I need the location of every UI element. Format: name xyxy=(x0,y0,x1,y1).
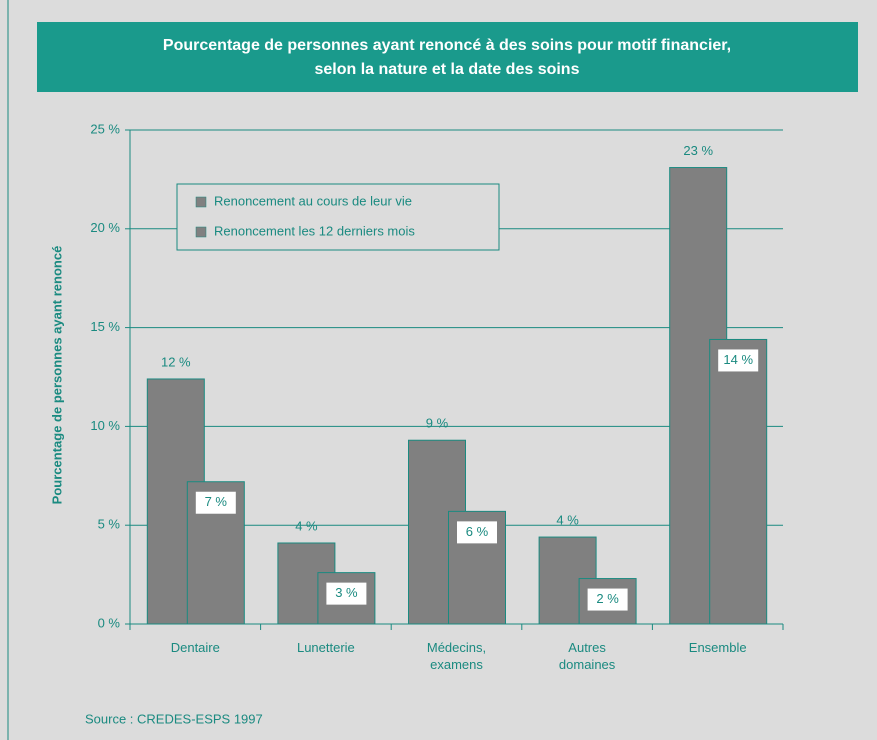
value-label-box xyxy=(718,349,759,372)
value-label-box xyxy=(457,521,497,544)
legend-label: Renoncement les 12 derniers mois xyxy=(214,223,415,238)
value-label: 14 % xyxy=(723,352,753,367)
bar xyxy=(709,338,768,625)
legend-box xyxy=(176,183,500,251)
y-tick-label: 5 % xyxy=(98,517,121,532)
y-tick-label: 0 % xyxy=(98,615,121,630)
value-label-box xyxy=(195,491,236,514)
x-tick-label: Médecins, examens xyxy=(426,640,487,672)
x-tick-label: Lunetterie xyxy=(296,640,355,655)
chart-title: Pourcentage de personnes ayant renoncé à… xyxy=(163,37,731,54)
value-label: 3 % xyxy=(335,585,358,600)
y-tick-label: 10 % xyxy=(90,418,120,433)
chart-title: selon la nature et la date des soins xyxy=(315,61,580,78)
x-tick-label: Autres domaines xyxy=(558,640,616,672)
legend-label: Renoncement au cours de leur vie xyxy=(214,193,412,208)
value-label: 9 % xyxy=(426,416,449,431)
y-axis-label: Pourcentage de personnes ayant renoncé xyxy=(49,246,64,505)
value-label: 23 % xyxy=(683,143,713,158)
y-tick-label: 25 % xyxy=(90,121,120,136)
value-label: 7 % xyxy=(205,494,228,509)
legend-swatch xyxy=(195,226,207,238)
x-tick-label: Dentaire xyxy=(170,640,220,655)
y-tick-label: 20 % xyxy=(90,220,120,235)
y-tick-label: 15 % xyxy=(90,319,120,334)
value-label: 6 % xyxy=(466,524,489,539)
value-label: 12 % xyxy=(161,354,191,369)
value-label: 4 % xyxy=(295,518,318,533)
value-label: 4 % xyxy=(556,512,579,527)
title-box xyxy=(37,22,858,92)
value-label: 2 % xyxy=(596,591,619,606)
x-tick-label: Ensemble xyxy=(688,640,747,655)
source: Source : CREDES-ESPS 1997 xyxy=(85,711,263,726)
value-label-box xyxy=(587,588,628,611)
legend-swatch xyxy=(195,196,207,208)
value-label-box xyxy=(326,582,367,605)
